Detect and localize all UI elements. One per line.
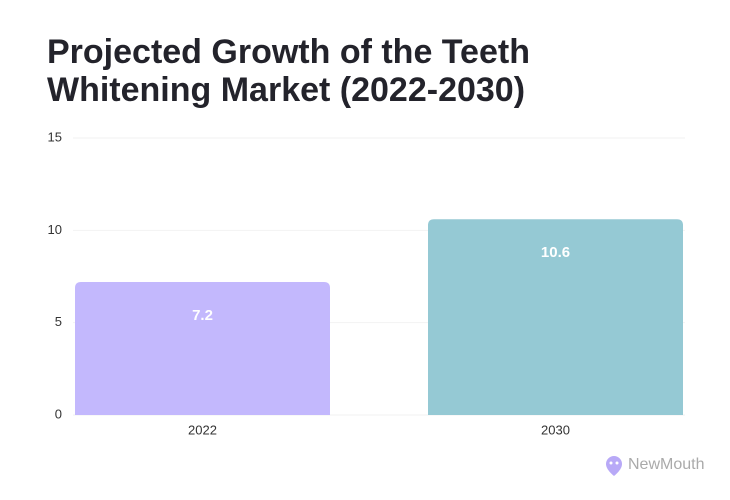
value-label: 7.2 xyxy=(192,307,213,324)
chart-title-line: Whitening Market (2022-2030) xyxy=(47,71,525,109)
y-tick-label: 0 xyxy=(55,406,62,421)
brand-logo xyxy=(606,456,622,476)
y-tick-label: 5 xyxy=(55,314,62,329)
y-tick-label: 10 xyxy=(48,222,62,237)
chart-title-line: Projected Growth of the Teeth xyxy=(47,33,530,71)
bar xyxy=(75,282,330,415)
x-tick-label: 2030 xyxy=(541,422,570,437)
value-label: 10.6 xyxy=(541,244,570,261)
bar xyxy=(428,219,683,415)
x-tick-label: 2022 xyxy=(188,422,217,437)
y-tick-label: 15 xyxy=(48,129,62,144)
brand-name: NewMouth xyxy=(628,456,704,473)
